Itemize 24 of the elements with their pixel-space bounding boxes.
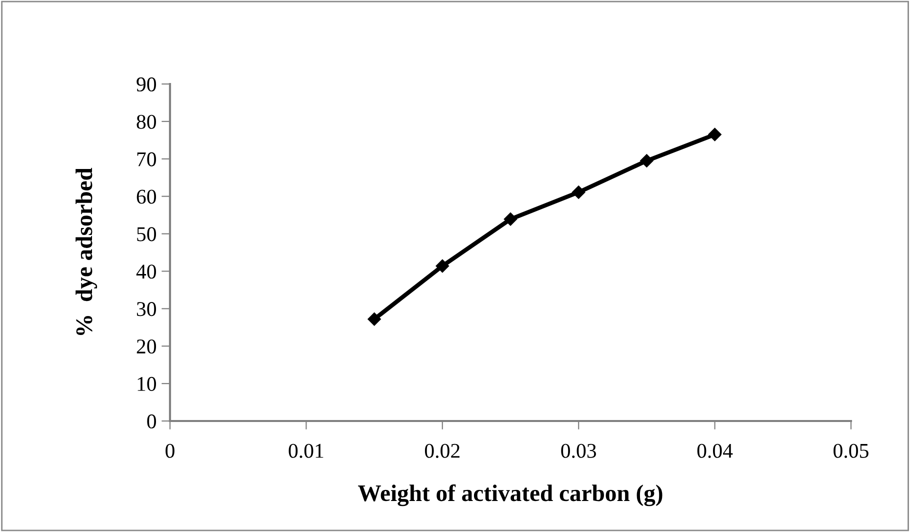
point (708, 128, 722, 142)
y-tick-label: 60 (136, 190, 156, 204)
point (572, 186, 586, 199)
x-tick-label: 0.05 (834, 444, 868, 458)
y-tick-label: 20 (136, 339, 156, 354)
x-tick-label: 0.03 (561, 444, 596, 458)
y-tick-label: 70 (137, 152, 156, 166)
y-tick-label: 30 (136, 302, 156, 316)
point (504, 212, 518, 226)
x-tick-label: 0.04 (697, 444, 733, 458)
y-tick-label: 0 (147, 414, 156, 428)
y-tick-label: 10 (138, 376, 156, 391)
x-axis-title: Weight of activated carbon (g) (358, 484, 662, 506)
y-tick-label: 90 (136, 77, 156, 92)
point (368, 312, 381, 326)
x-tick-label: 0 (166, 444, 174, 458)
x-tick-label: 0.01 (288, 444, 324, 458)
y-tick-label: 40 (136, 264, 156, 279)
y-tick-label: 50 (137, 227, 156, 242)
point (640, 154, 654, 168)
y-axis-title: % dye adsorbed (76, 168, 98, 336)
y-tick-label: 80 (136, 114, 156, 129)
x-tick-label: 0.02 (424, 444, 460, 458)
point (436, 259, 449, 273)
